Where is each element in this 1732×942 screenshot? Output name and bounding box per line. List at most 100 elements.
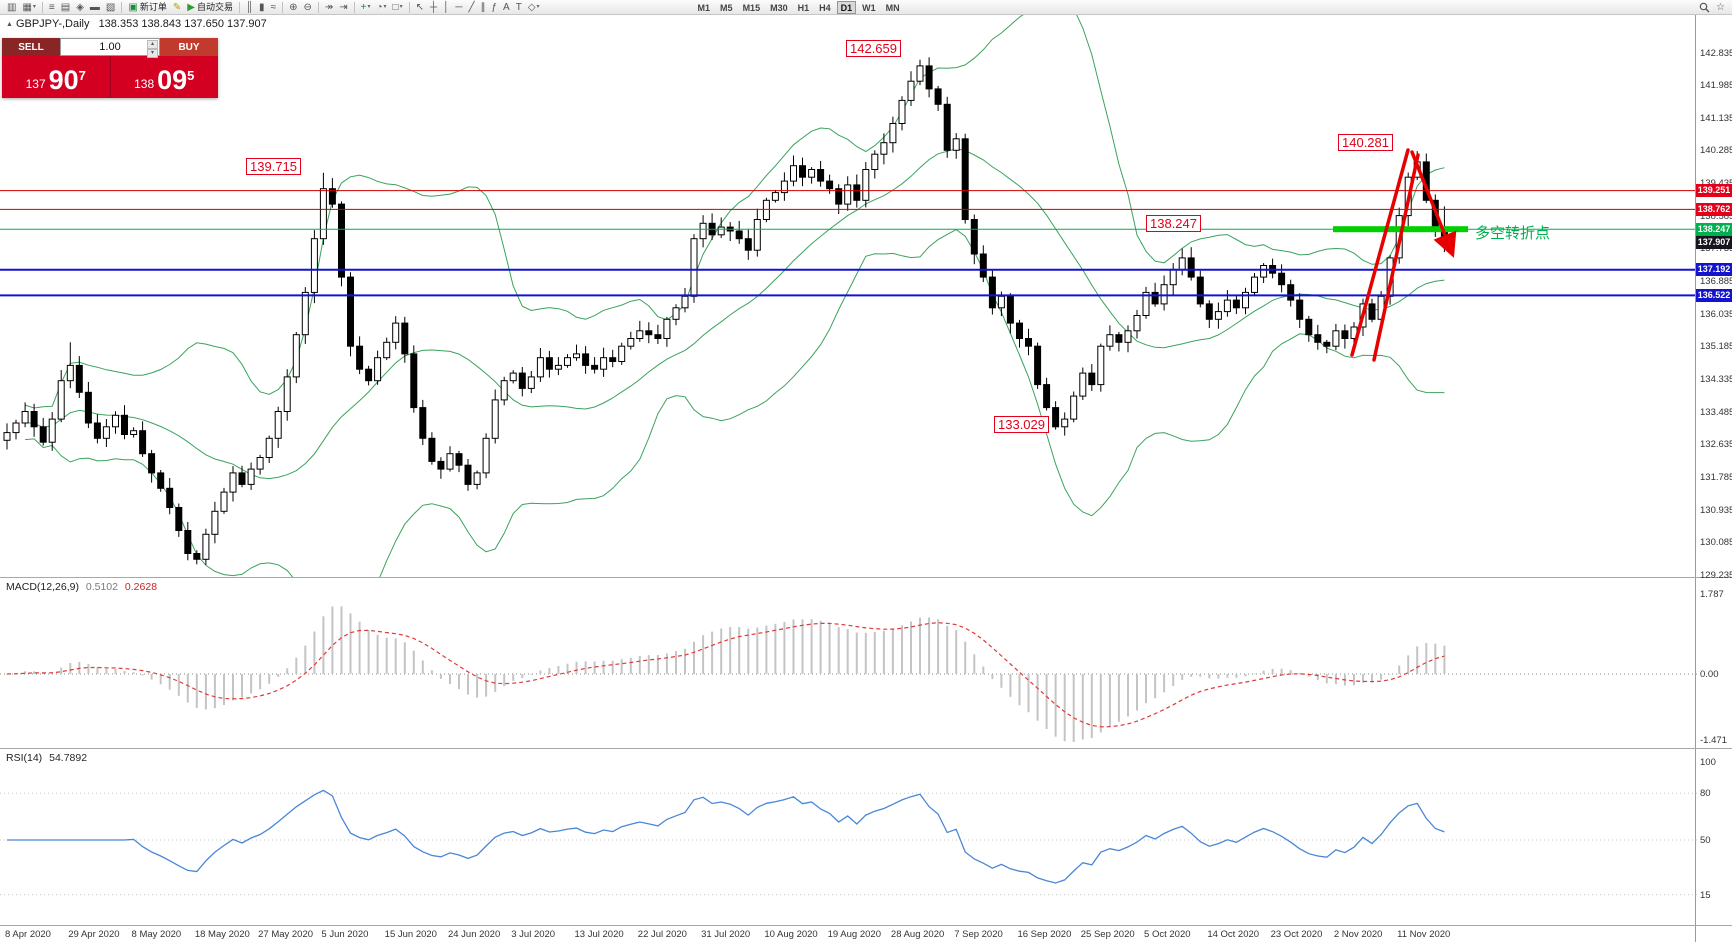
- price-axis-tick: 131.785: [1700, 471, 1732, 483]
- rsi-panel-canvas[interactable]: [0, 750, 1697, 923]
- timeframe-m5-button[interactable]: M5: [720, 2, 733, 13]
- profiles-icon[interactable]: ▦ ▾: [22, 1, 36, 13]
- macd-axis-tick: -1.471: [1700, 734, 1727, 746]
- date-axis-label: 13 Jul 2020: [574, 929, 624, 940]
- date-axis-label: 27 May 2020: [258, 929, 314, 940]
- date-axis-label: 19 Aug 2020: [827, 929, 881, 940]
- trendline-icon[interactable]: ╱: [468, 1, 475, 13]
- toolbar-separator: [353, 1, 355, 13]
- buy-button[interactable]: BUY: [160, 38, 218, 56]
- timeframe-h1-button[interactable]: H1: [797, 2, 810, 13]
- sell-price[interactable]: 137 90 7: [2, 56, 111, 98]
- horizontal-line-icon[interactable]: ─: [455, 1, 463, 13]
- zoom-out-icon[interactable]: ⊖: [303, 1, 312, 13]
- channel-icon[interactable]: ∥: [480, 1, 486, 13]
- price-axis-tick: 139.435: [1700, 178, 1732, 189]
- date-axis-label: 23 Oct 2020: [1270, 929, 1323, 940]
- timeframe-w1-button[interactable]: W1: [862, 2, 876, 13]
- arrow-object[interactable]: [1372, 153, 1420, 362]
- volume-down-button[interactable]: ▾: [147, 49, 158, 58]
- text-icon[interactable]: A: [503, 1, 510, 13]
- chart-text-annotation[interactable]: 多空转折点: [1475, 225, 1551, 242]
- chart-shift-icon[interactable]: ⇥: [339, 1, 348, 13]
- rsi-axis-tick: 15: [1700, 889, 1711, 901]
- metaeditor-icon[interactable]: ✎: [172, 1, 182, 13]
- rsi-label: RSI(14) 54.7892: [6, 752, 87, 764]
- fibonacci-icon[interactable]: ƒ: [491, 1, 498, 13]
- navigator-icon[interactable]: ◈: [76, 1, 84, 13]
- date-axis-label: 18 May 2020: [194, 929, 250, 940]
- price-callout-label[interactable]: 138.247: [1146, 215, 1201, 232]
- volume-input[interactable]: 1.00 ▴ ▾: [60, 38, 160, 58]
- chart-candles-icon[interactable]: ▮: [259, 1, 265, 13]
- new-chart-icon[interactable]: ▥: [7, 1, 17, 13]
- price-axis-tick: 137.735: [1700, 243, 1732, 255]
- toolbar-separator: [238, 1, 240, 13]
- date-axis-label: 24 Jun 2020: [447, 929, 501, 940]
- timeframe-m15-button[interactable]: M15: [742, 2, 761, 13]
- cursor-icon[interactable]: ↖: [415, 1, 424, 13]
- macd-panel-canvas[interactable]: [0, 579, 1697, 747]
- search-icon[interactable]: [1697, 1, 1712, 14]
- autotrading-button[interactable]: ▶ 自动交易: [187, 1, 233, 13]
- panel-resize-handle[interactable]: [0, 577, 1732, 578]
- toolbar-separator: [317, 1, 319, 13]
- toolbar-separator: [41, 1, 43, 13]
- volume-up-button[interactable]: ▴: [147, 40, 158, 49]
- zoom-in-icon[interactable]: ⊕: [289, 1, 298, 13]
- timeframe-h4-button[interactable]: H4: [819, 2, 831, 13]
- label-icon[interactable]: T: [515, 1, 522, 13]
- price-axis-tick: 134.335: [1700, 373, 1732, 385]
- indicators-icon[interactable]: + ▾: [360, 1, 371, 13]
- strategy-tester-icon[interactable]: ▧: [105, 1, 116, 13]
- sell-button[interactable]: SELL: [2, 38, 60, 56]
- date-axis-label: 16 Sep 2020: [1017, 929, 1072, 940]
- price-callout-label[interactable]: 140.281: [1338, 134, 1393, 151]
- arrow-object[interactable]: [1410, 150, 1457, 258]
- crosshair-icon[interactable]: ┼: [430, 1, 438, 13]
- price-axis-tick: 142.835: [1700, 47, 1732, 59]
- timeframe-m30-button[interactable]: M30: [770, 2, 788, 13]
- macd-axis-tick: 1.787: [1700, 588, 1724, 600]
- shapes-icon[interactable]: ◇ ▾: [527, 1, 540, 13]
- price-axis-badge: 136.522: [1696, 288, 1732, 302]
- arrow-object[interactable]: [1350, 148, 1410, 357]
- templates-icon[interactable]: □ ▾: [392, 1, 403, 13]
- date-axis-label: 25 Sep 2020: [1080, 929, 1135, 940]
- macd-signal-line: [6, 622, 1445, 728]
- timeframe-m1-button[interactable]: M1: [697, 2, 711, 13]
- chart-bars-icon[interactable]: ║: [245, 1, 254, 13]
- panel-resize-handle[interactable]: [0, 748, 1732, 749]
- price-axis-badge: 137.192: [1696, 263, 1732, 277]
- vertical-line-icon[interactable]: │: [443, 1, 450, 13]
- toolbar: ▥ ▦ ▾ ≡ ▤ ◈ ▬ ▧ ▣ 新订单 ✎ ▶ 自动交易 ║ ▮ ≈ ⊕ ⊖ ↠ ⇥ + ▾ ◔ ▾ □ ▾ ↖ ┼ │ ─ ╱ ∥ ƒ A T…: [0, 0, 1732, 15]
- chart-line-icon[interactable]: ≈: [270, 1, 277, 13]
- market-watch-icon[interactable]: ≡: [48, 1, 55, 13]
- auto-scroll-icon[interactable]: ↠: [324, 1, 334, 13]
- terminal-icon[interactable]: ▬: [89, 1, 100, 13]
- date-axis-label: 5 Jun 2020: [321, 929, 369, 940]
- main-chart-canvas[interactable]: [0, 0, 1697, 655]
- rsi-line: [7, 789, 1445, 884]
- price-axis-border[interactable]: [1695, 15, 1696, 942]
- new-order-button[interactable]: ▣ 新订单: [128, 1, 167, 13]
- timeframe-d1-button[interactable]: D1: [836, 0, 857, 14]
- date-axis-label: 8 May 2020: [131, 929, 182, 940]
- periods-icon[interactable]: ◔ ▾: [376, 1, 387, 13]
- price-callout-label[interactable]: 139.715: [246, 158, 301, 175]
- date-axis-label: 2 Nov 2020: [1333, 929, 1383, 940]
- buy-price[interactable]: 138 09 5: [110, 56, 218, 98]
- price-axis-badge: 137.907: [1696, 235, 1732, 249]
- toolbar-separator: [408, 1, 410, 13]
- volume-value: 1.00: [99, 41, 121, 53]
- favorites-icon[interactable]: ☆: [1716, 1, 1725, 13]
- price-axis-badge: 139.251: [1696, 184, 1732, 198]
- price-callout-label[interactable]: 133.029: [994, 416, 1049, 433]
- timeframe-mn-button[interactable]: MN: [885, 2, 900, 13]
- data-window-icon[interactable]: ▤: [60, 1, 71, 13]
- price-callout-label[interactable]: 142.659: [846, 40, 901, 57]
- ohlc-values: 138.353 138.843 137.650 137.907: [98, 18, 267, 30]
- bollinger-band: [25, 148, 1445, 480]
- macd-signal-value: 0.2628: [124, 581, 158, 593]
